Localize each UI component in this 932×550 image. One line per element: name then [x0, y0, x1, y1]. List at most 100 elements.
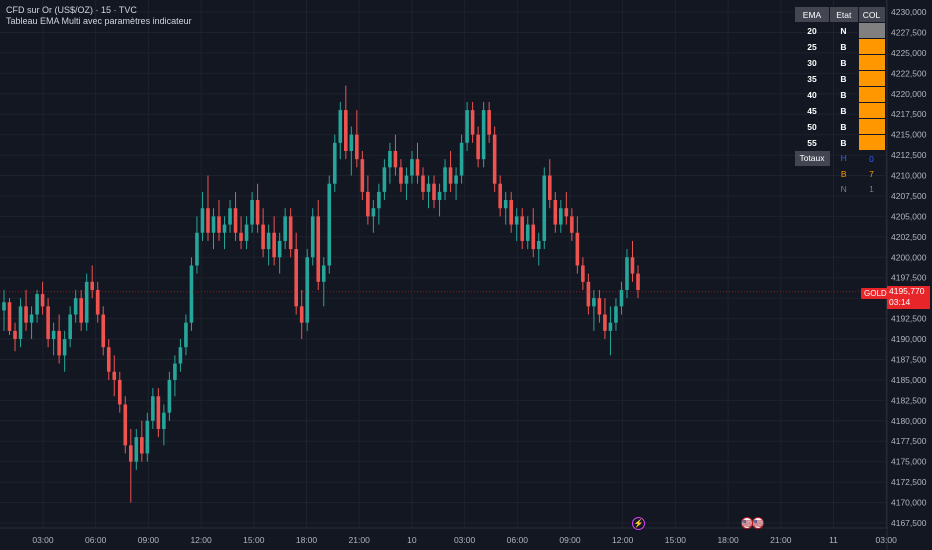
candle	[233, 191, 238, 241]
y-tick-label: 4222,500	[891, 68, 927, 78]
candle	[156, 388, 161, 438]
table-row: 25 B	[795, 38, 886, 55]
candle	[250, 191, 254, 233]
candle-body	[575, 232, 580, 266]
candle-body	[189, 265, 194, 323]
symbol-line[interactable]: CFD sur Or (US$/OZ) · 15 · TVC	[6, 5, 137, 15]
us-flag-icon[interactable]: 🇺🇸	[752, 517, 764, 529]
candle-body	[487, 110, 491, 135]
candle	[520, 208, 525, 250]
table-row: 55 B	[795, 134, 886, 151]
candle	[603, 298, 607, 340]
candle-body	[338, 110, 343, 143]
candle	[2, 289, 6, 331]
candle	[46, 298, 50, 348]
candle	[459, 134, 464, 184]
candle	[432, 175, 436, 209]
y-tick-label: 4177,500	[891, 436, 927, 446]
candle-body	[625, 257, 629, 290]
candle	[13, 322, 17, 352]
candle	[62, 330, 67, 372]
x-tick-label: 11	[829, 535, 838, 545]
ema-state: N	[840, 25, 847, 36]
table-row: 35 B	[795, 70, 886, 87]
candle	[465, 101, 469, 151]
indicator-line[interactable]: Tableau EMA Multi avec paramètres indica…	[6, 16, 192, 26]
ema-period: 25	[807, 41, 817, 52]
candle-body	[597, 298, 602, 315]
candle-body	[40, 294, 45, 307]
grid	[0, 0, 887, 528]
y-tick-label: 4187,500	[891, 354, 927, 364]
y-tick-label: 4175,000	[891, 457, 927, 467]
candle-body	[586, 281, 591, 307]
x-tick-label: 12:00	[190, 535, 212, 545]
candle-body	[178, 347, 183, 364]
candle	[410, 150, 414, 184]
candle	[310, 208, 315, 266]
y-tick-label: 4190,000	[891, 334, 927, 344]
candle	[24, 289, 28, 331]
candle-body	[564, 208, 569, 217]
ema-color	[857, 70, 886, 87]
candle-body	[388, 150, 392, 168]
candle	[547, 159, 552, 209]
ema-color	[857, 102, 886, 119]
candle-body	[509, 200, 513, 225]
candle	[332, 134, 337, 192]
ema-table: EMA Etat COL 20 N 25 B 30 B 35 B 40 B 45 B 50 B…	[794, 6, 886, 196]
candle-body	[24, 306, 28, 323]
x-tick-label: 03:00	[454, 535, 476, 545]
candle-body	[162, 412, 166, 429]
table-row: 40 B	[795, 86, 886, 103]
candle-body	[470, 110, 475, 135]
ema-color	[857, 38, 886, 55]
candle	[35, 289, 39, 323]
candle-body	[437, 191, 442, 201]
candle-body	[244, 224, 249, 241]
candles	[2, 85, 640, 503]
candle	[415, 142, 420, 184]
candle-body	[90, 281, 95, 290]
candle	[503, 191, 508, 225]
y-tick-label: 4210,000	[891, 171, 927, 181]
candle-body	[140, 437, 144, 454]
candle-body	[332, 142, 337, 184]
candle	[40, 281, 45, 315]
candle-body	[68, 314, 72, 340]
candle-body	[514, 216, 519, 225]
totals-row: Totaux H 0	[794, 150, 886, 166]
lightning-icon[interactable]: ⚡	[632, 517, 645, 530]
x-tick-label: 12:00	[612, 535, 634, 545]
chart-title: CFD sur Or (US$/OZ) · 15 · TVC Tableau E…	[6, 5, 192, 27]
y-tick-label: 4212,500	[891, 150, 927, 160]
current-price-label: 4195,770 03:14	[887, 286, 930, 309]
candle	[145, 412, 150, 462]
candle-body	[382, 167, 387, 192]
ema-color	[857, 54, 886, 71]
ema-state: B	[840, 121, 847, 132]
candle	[366, 175, 370, 225]
candle	[84, 273, 89, 331]
candle	[18, 298, 23, 348]
candle-body	[57, 330, 61, 356]
candle-body	[134, 437, 139, 462]
total-h-value: 0	[869, 153, 874, 164]
totals-row: B 7	[795, 166, 886, 181]
candle-body	[173, 363, 177, 380]
candle-body	[321, 265, 326, 282]
x-tick-label: 15:00	[665, 535, 687, 545]
candle	[349, 126, 354, 176]
candle-body	[156, 396, 161, 429]
candle	[305, 249, 310, 331]
candle	[559, 200, 563, 233]
y-tick-label: 4202,500	[891, 232, 927, 242]
time-axis: 03:00 06:00 09:00 12:00 15:00 18:00 21:00 10 03:…	[32, 535, 897, 545]
x-tick-label: 21:00	[770, 535, 792, 545]
candle	[619, 281, 624, 315]
total-n-label: N	[840, 183, 847, 194]
y-tick-label: 4207,500	[891, 191, 927, 201]
candle	[261, 208, 265, 258]
symbol-price-tag[interactable]: GOLD	[861, 288, 890, 299]
